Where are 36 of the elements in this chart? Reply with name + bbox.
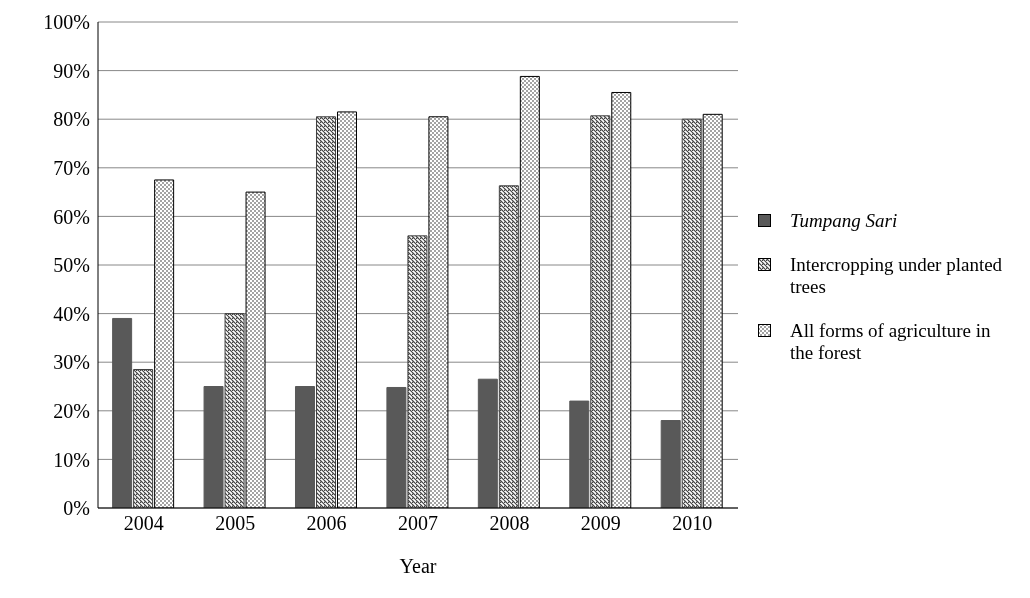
- legend-label: Tumpang Sari: [790, 210, 898, 232]
- bar: [660, 420, 681, 508]
- bar: [569, 400, 590, 508]
- bar: [133, 368, 154, 508]
- bar: [681, 118, 702, 508]
- x-axis-title: Year: [399, 555, 437, 577]
- bar: [477, 378, 498, 508]
- legend-label: All forms of agriculture in the forest: [790, 320, 992, 364]
- x-tick-label: 2006: [306, 512, 347, 535]
- x-tick-label: 2010: [672, 512, 713, 535]
- bar: [407, 235, 428, 508]
- y-tick-label: 70%: [53, 156, 90, 179]
- x-tick-label: 2008: [489, 512, 530, 535]
- bar: [590, 115, 611, 508]
- bar: [112, 317, 133, 508]
- x-tick-label: 2005: [215, 512, 256, 535]
- bar: [315, 116, 336, 508]
- y-tick-label: 90%: [53, 59, 90, 82]
- bar: [498, 185, 519, 508]
- y-tick-label: 10%: [53, 448, 90, 471]
- y-tick-label: 40%: [53, 302, 90, 325]
- x-tick-label: 2009: [580, 512, 621, 535]
- y-tick-label: 80%: [53, 108, 90, 131]
- y-tick-label: 100%: [43, 11, 90, 34]
- x-tick-label: 2007: [398, 512, 438, 535]
- bar: [203, 386, 224, 508]
- y-tick-label: 20%: [53, 399, 90, 422]
- y-tick-label: 60%: [53, 205, 90, 228]
- y-tick-label: 50%: [53, 254, 90, 277]
- bar: [224, 313, 245, 508]
- x-tick-label: 2004: [123, 512, 164, 535]
- bar: [386, 386, 407, 508]
- y-tick-label: 30%: [53, 351, 90, 374]
- bar: [294, 386, 315, 508]
- y-tick-label: 0%: [63, 497, 90, 520]
- legend-label: Intercropping under planted trees: [790, 254, 1004, 298]
